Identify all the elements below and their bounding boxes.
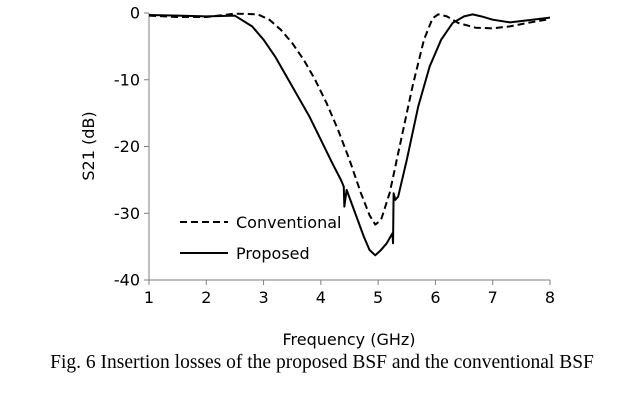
chart-series xyxy=(148,12,551,257)
chart-legend: Conventional Proposed xyxy=(180,213,341,263)
chart-axes xyxy=(148,13,550,281)
x-tick-label: 7 xyxy=(488,288,498,307)
x-tick-label: 6 xyxy=(430,288,440,307)
x-axis-label: Frequency (GHz) xyxy=(282,330,415,349)
x-tick-label: 4 xyxy=(316,288,326,307)
y-tick-label: -30 xyxy=(114,204,140,223)
y-axis-label: S21 (dB) xyxy=(79,111,98,180)
series-line-proposed xyxy=(148,13,551,257)
y-tick-label: -20 xyxy=(114,137,140,156)
legend-label: Proposed xyxy=(236,244,310,263)
y-tick-label: -40 xyxy=(114,271,140,290)
x-tick-label: 1 xyxy=(144,288,154,307)
x-tick-label: 3 xyxy=(258,288,268,307)
x-tick-label: 5 xyxy=(373,288,383,307)
legend-label: Conventional xyxy=(236,213,341,232)
series-line-conventional xyxy=(148,12,551,226)
x-tick-label: 8 xyxy=(545,288,555,307)
figure-caption: Fig. 6 Insertion losses of the proposed … xyxy=(50,352,594,373)
chart-ticks: 1 2 3 4 5 6 7 8 0 -10 -20 -30 -40 xyxy=(114,4,555,308)
x-tick-label: 2 xyxy=(201,288,211,307)
y-tick-label: 0 xyxy=(130,4,140,23)
y-tick-label: -10 xyxy=(114,70,140,89)
